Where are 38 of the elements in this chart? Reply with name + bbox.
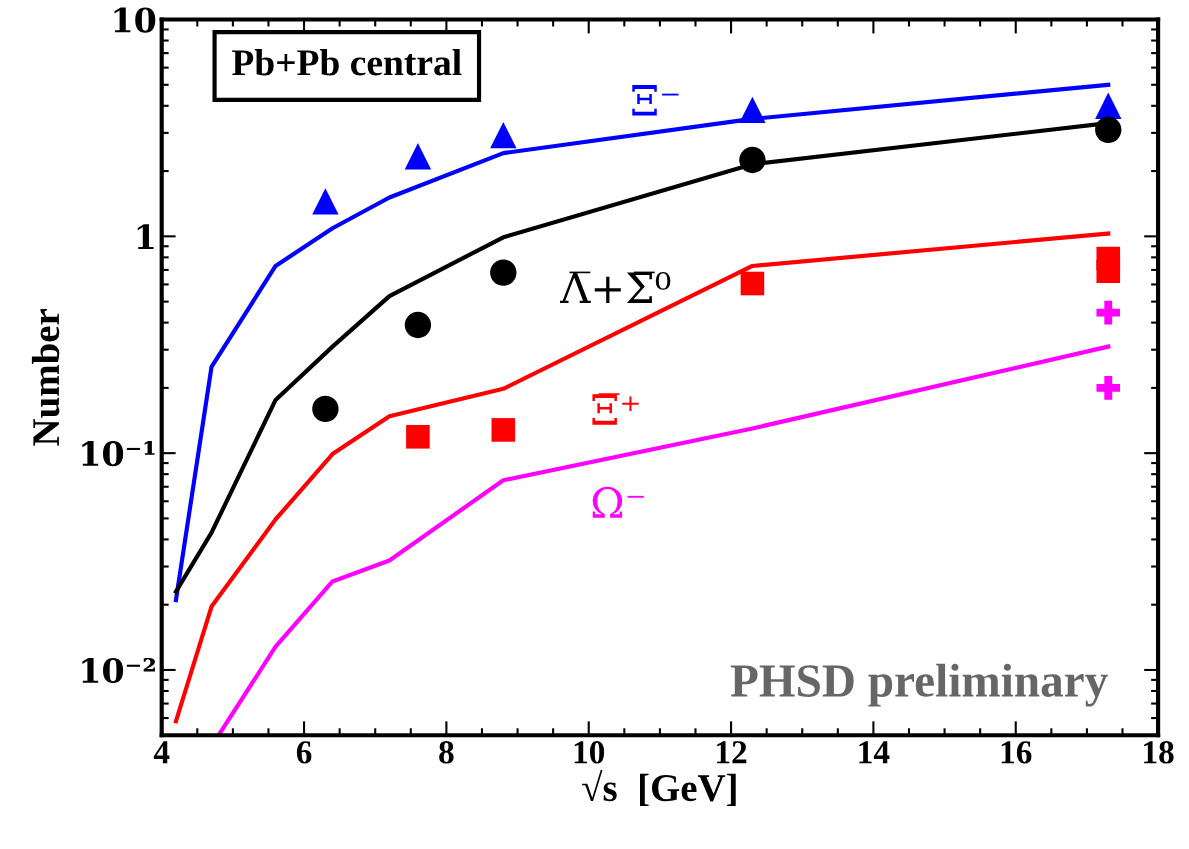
- y-tick-label: 10⁻¹: [82, 441, 155, 467]
- point: [404, 143, 432, 170]
- x-tick-label: 18: [1144, 741, 1174, 764]
- x-tick-label: 12: [717, 741, 747, 764]
- series-label: Ξ̅⁺: [592, 393, 639, 425]
- point: [490, 121, 517, 149]
- point: [312, 395, 339, 423]
- y-axis-title: Number: [31, 309, 60, 446]
- point: [740, 271, 765, 296]
- y-tick-label: 1: [137, 224, 154, 249]
- line-series: [173, 231, 1111, 724]
- annotation: Pb+Pb central: [232, 49, 462, 76]
- line-series: [216, 344, 1111, 736]
- point: [1095, 92, 1122, 119]
- series-label: Ξ⁻: [632, 85, 679, 116]
- series-label: Ω⁻: [592, 486, 644, 518]
- x-axis-title: √s [GeV]: [582, 770, 736, 806]
- x-tick-label: 10: [574, 741, 605, 764]
- point: [406, 424, 430, 449]
- point: [739, 146, 766, 174]
- y-tick-label: 10: [114, 7, 156, 33]
- point: [739, 96, 766, 124]
- point: [1096, 300, 1121, 325]
- point: [1096, 259, 1121, 284]
- point: [312, 188, 339, 215]
- annotation: PHSD preliminary: [730, 663, 1108, 707]
- x-tick-label: 4: [153, 741, 170, 764]
- point: [490, 259, 517, 286]
- x-tick-label: 8: [439, 741, 454, 764]
- series-label: Λ̅+Σ̅⁰: [560, 271, 671, 303]
- point: [1096, 376, 1121, 400]
- x-tick-label: 16: [1001, 741, 1032, 764]
- point: [1095, 116, 1122, 143]
- point: [491, 418, 516, 442]
- point: [404, 311, 432, 339]
- x-tick-label: 14: [859, 741, 890, 764]
- x-tick-label: 6: [296, 741, 312, 764]
- y-tick-label: 10⁻²: [82, 657, 155, 684]
